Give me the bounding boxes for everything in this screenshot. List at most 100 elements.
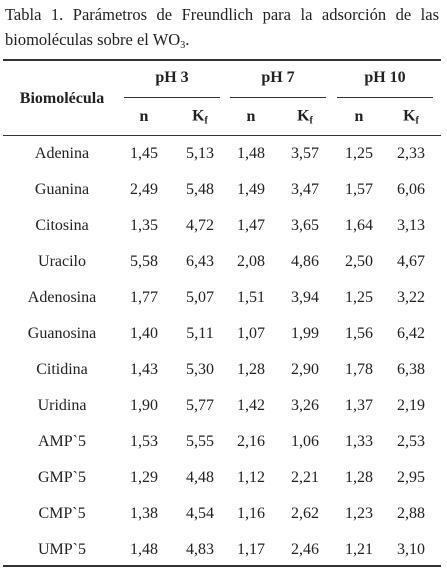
- cell: 1,77: [130, 289, 158, 306]
- group-rule: [337, 97, 433, 98]
- cell: 2,95: [397, 469, 425, 486]
- bottom-rule: [3, 565, 441, 567]
- subheader-sub: f: [415, 115, 419, 127]
- cell: 1,37: [345, 397, 373, 414]
- cell: 4,48: [186, 469, 214, 486]
- caption-text: Tabla 1. Parámetros de Freundlich para l…: [5, 5, 439, 49]
- group-header: pH 7: [261, 69, 295, 86]
- cell: 1,42: [237, 397, 265, 414]
- row-label: Adenina: [34, 145, 90, 162]
- cell: 5,13: [186, 145, 214, 162]
- cell: 1,33: [345, 433, 373, 450]
- cell: 1,48: [130, 541, 158, 558]
- cell: 5,58: [130, 253, 158, 270]
- cell: 6,42: [397, 325, 425, 342]
- cell: 1,12: [237, 469, 265, 486]
- group-rule: [230, 97, 326, 98]
- cell: 1,51: [237, 289, 265, 306]
- cell: 4,72: [186, 217, 214, 234]
- cell: 1,29: [130, 469, 158, 486]
- cell: 5,77: [186, 397, 214, 414]
- subheader-main: n: [139, 108, 149, 125]
- cell: 2,46: [291, 541, 319, 558]
- cell: 3,57: [291, 145, 319, 162]
- cell: 4,67: [397, 253, 425, 270]
- cell: 1,47: [237, 217, 265, 234]
- row-label: UMP`5: [37, 541, 87, 558]
- cell: 2,88: [397, 505, 425, 522]
- cell: 2,08: [237, 253, 265, 270]
- cell: 1,45: [130, 145, 158, 162]
- cell: 1,78: [345, 361, 373, 378]
- cell: 2,53: [397, 433, 425, 450]
- cell: 3,65: [291, 217, 319, 234]
- subheader-main: K: [403, 107, 416, 125]
- cell: 1,90: [130, 397, 158, 414]
- cell: 2,62: [291, 505, 319, 522]
- cell: 1,28: [345, 469, 373, 486]
- cell: 5,48: [186, 181, 214, 198]
- cell: 2,50: [345, 253, 373, 270]
- cell: 1,25: [345, 289, 373, 306]
- cell: 3,47: [291, 181, 319, 198]
- cell: 1,43: [130, 361, 158, 378]
- cell: 1,99: [291, 325, 319, 342]
- row-label: Guanosina: [27, 325, 97, 342]
- cell: 5,11: [186, 325, 214, 342]
- subheader-main: n: [354, 108, 364, 125]
- subheader-sub: f: [309, 115, 313, 127]
- cell: 1,57: [345, 181, 373, 198]
- row-label: AMP`5: [37, 433, 87, 450]
- row-label: Uracilo: [38, 253, 86, 270]
- header-rule: [3, 135, 441, 136]
- cell: 1,25: [345, 145, 373, 162]
- cell: 2,16: [237, 433, 265, 450]
- row-label: Citosina: [35, 217, 89, 234]
- cell: 6,43: [186, 253, 214, 270]
- cell: 1,16: [237, 505, 265, 522]
- group-header: pH 3: [155, 69, 189, 86]
- subheader: Kf: [297, 108, 313, 127]
- cell: 6,06: [397, 181, 425, 198]
- subheader: Kf: [403, 108, 419, 127]
- subheader-main: K: [297, 107, 310, 125]
- subheader-main: n: [246, 108, 256, 125]
- row-label: Citidina: [36, 361, 88, 378]
- cell: 1,21: [345, 541, 373, 558]
- subheader: n: [247, 108, 256, 126]
- cell: 2,90: [291, 361, 319, 378]
- cell: 1,53: [130, 433, 158, 450]
- cell: 1,64: [345, 217, 373, 234]
- row-label: GMP`5: [37, 469, 87, 486]
- row-label: Guanina: [34, 181, 90, 198]
- cell: 1,40: [130, 325, 158, 342]
- cell: 5,55: [186, 433, 214, 450]
- cell: 2,19: [397, 397, 425, 414]
- cell: 1,28: [237, 361, 265, 378]
- cell: 2,33: [397, 145, 425, 162]
- cell: 2,21: [291, 469, 319, 486]
- cell: 1,07: [237, 325, 265, 342]
- row-header: Biomolécula: [19, 90, 105, 107]
- top-rule: [3, 59, 441, 61]
- cell: 2,49: [130, 181, 158, 198]
- cell: 1,35: [130, 217, 158, 234]
- group-rule: [124, 97, 220, 98]
- cell: 1,06: [291, 433, 319, 450]
- caption: Tabla 1. Parámetros de Freundlich para l…: [5, 2, 439, 58]
- cell: 1,23: [345, 505, 373, 522]
- cell: 1,49: [237, 181, 265, 198]
- cell: 1,56: [345, 325, 373, 342]
- cell: 5,30: [186, 361, 214, 378]
- subheader: Kf: [192, 108, 208, 127]
- cell: 3,26: [291, 397, 319, 414]
- subheader-sub: f: [204, 115, 208, 127]
- cell: 6,38: [397, 361, 425, 378]
- cell: 4,86: [291, 253, 319, 270]
- row-label: Adenosina: [27, 289, 97, 306]
- row-label: CMP`5: [38, 505, 86, 522]
- subheader: n: [355, 108, 364, 126]
- cell: 1,48: [237, 145, 265, 162]
- cell: 1,17: [237, 541, 265, 558]
